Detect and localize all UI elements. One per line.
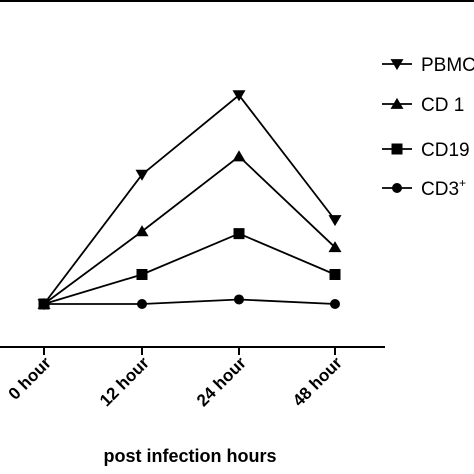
series-cd19 [38,228,341,310]
legend-marker [390,59,404,71]
legend-label: CD19 [421,140,470,161]
data-point [234,294,244,305]
data-point [330,299,340,309]
legend-item-cd19: CD19 [382,140,470,161]
x-tick-label: 0 hour [5,353,55,403]
x-tick-label: 24 hour [193,353,250,410]
legend-item-cd-1: CD 1 [382,95,464,116]
series-line [43,232,336,305]
data-point [329,268,341,280]
data-point [232,90,246,102]
data-point [135,169,149,181]
legend-superscript: + [459,176,466,190]
data-point [328,241,342,253]
series-line [44,298,336,305]
legend-marker [391,143,403,155]
x-axis-title: post infection hours [104,446,277,466]
legend-item-cd3: CD3+ [382,176,466,200]
data-point [135,225,149,237]
x-tick-label: 48 hour [289,353,346,410]
legend-marker [390,97,404,109]
series-cd3 [39,294,340,309]
series-cd-1 [37,150,342,309]
data-point [328,215,342,227]
x-tick-label: 12 hour [96,353,153,410]
legend: PBMC CD 1 CD19 CD3+ [382,55,474,200]
legend-label: PBMC [421,55,474,76]
legend-label: CD3+ [421,176,466,200]
series-line [43,93,336,305]
series-layer [37,90,342,311]
legend-label: CD 1 [421,95,464,116]
data-point [136,268,148,280]
series-line [43,155,336,305]
data-point [233,228,245,240]
data-point [232,150,246,162]
legend-marker [392,183,402,193]
data-point [39,299,49,309]
series-pbmc [37,90,342,311]
legend-item-pbmc: PBMC [382,55,474,76]
data-point [137,299,147,309]
x-ticks: 0 hour 12 hour 24 hour 48 hour [5,347,346,410]
